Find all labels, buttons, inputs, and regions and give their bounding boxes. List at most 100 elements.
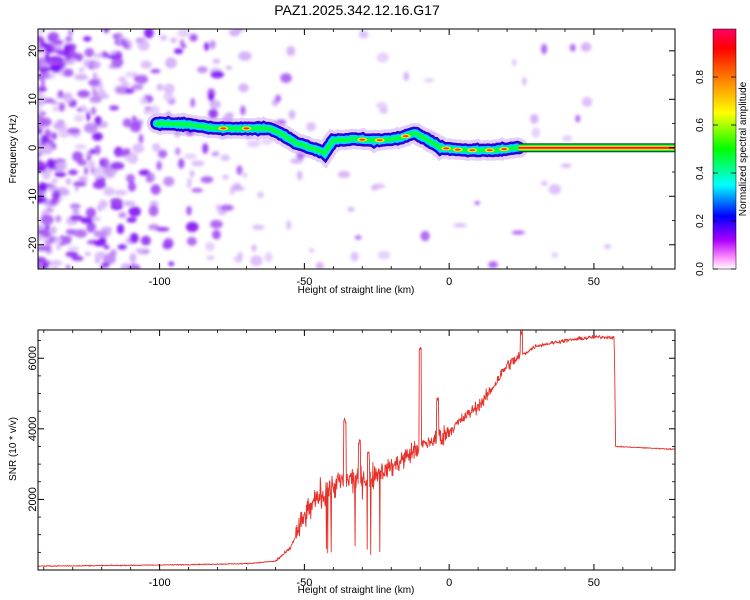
speckle: [89, 148, 96, 155]
speckle: [38, 86, 47, 93]
speckle: [286, 219, 292, 231]
speckle: [63, 68, 74, 77]
speckle: [173, 48, 184, 55]
speckle: [131, 83, 144, 91]
speckle: [140, 235, 151, 246]
speckle: [92, 53, 104, 58]
speckle: [337, 170, 350, 178]
speckle: [52, 106, 59, 112]
speckle: [87, 160, 95, 169]
colorbar-tick-label: 0.2: [695, 214, 706, 228]
speckle: [286, 45, 296, 57]
speckle: [114, 189, 128, 196]
speckle: [103, 29, 110, 34]
speckle: [48, 64, 63, 72]
speckle: [38, 114, 43, 120]
speckle: [581, 96, 593, 108]
speckle: [128, 206, 141, 217]
speckle: [94, 145, 101, 155]
speckle: [118, 212, 127, 218]
x-tick-label: 0: [446, 276, 452, 288]
speckle: [264, 252, 273, 263]
x-tick-label: -50: [296, 276, 312, 288]
speckle: [177, 29, 191, 38]
speckle: [117, 244, 127, 250]
speckle: [250, 255, 263, 267]
speckle: [124, 153, 136, 163]
speckle: [65, 264, 71, 269]
speckle: [159, 34, 168, 41]
snr-x-label: Height of straight line (km): [298, 585, 415, 596]
speckle: [156, 160, 162, 171]
speckle: [98, 178, 105, 184]
speckle: [308, 248, 315, 253]
speckle: [80, 217, 93, 224]
speckle: [560, 163, 572, 168]
colorbar-gradient: [712, 28, 737, 270]
spectrogram-x-label: Height of straight line (km): [298, 285, 415, 296]
speckle: [185, 221, 199, 233]
speckle: [168, 261, 175, 267]
speckle: [67, 246, 80, 251]
speckle: [125, 175, 131, 180]
speckle: [191, 160, 205, 167]
speckle: [155, 226, 170, 232]
x-tick-label: -100: [149, 577, 171, 589]
snr-series-line: [38, 330, 675, 567]
speckle: [38, 152, 41, 158]
speckle: [94, 115, 102, 126]
speckle: [186, 205, 192, 216]
speckle: [548, 184, 561, 195]
y-tick-label: -10: [27, 188, 39, 204]
speckle: [238, 51, 252, 61]
speckle: [275, 94, 282, 103]
speckle: [94, 251, 107, 259]
speckle: [512, 59, 517, 66]
speckle: [38, 245, 49, 252]
speckle: [103, 186, 115, 196]
speckle: [54, 49, 66, 54]
speckle: [118, 76, 127, 83]
colorbar-label: Normalized spectral amplitude: [738, 81, 749, 216]
speckle: [84, 251, 91, 257]
speckle: [65, 36, 73, 42]
x-tick-label: -50: [296, 577, 312, 589]
speckle: [183, 153, 197, 160]
speckle: [137, 39, 150, 51]
speckle: [38, 136, 42, 144]
speckle: [225, 65, 233, 70]
speckle: [210, 219, 223, 229]
speckle: [68, 169, 78, 176]
speckle: [165, 57, 177, 69]
speckle: [97, 81, 103, 93]
speckle: [47, 184, 58, 192]
speckle: [41, 262, 47, 268]
speckle: [69, 214, 84, 222]
speckle: [129, 232, 139, 244]
colorbar-tick-label: 0.0: [695, 262, 706, 276]
snr-y-label: SNR (10 * v/v): [8, 417, 19, 481]
speckle: [85, 207, 96, 219]
colorbar-tick-label: 0.6: [695, 118, 706, 132]
speckle: [55, 215, 62, 223]
speckle: [257, 191, 264, 199]
speckle: [100, 264, 105, 269]
speckle: [315, 262, 324, 269]
speckle: [69, 204, 81, 209]
speckle: [206, 255, 215, 260]
speckle: [122, 118, 132, 128]
speckle: [135, 248, 146, 253]
speckle: [57, 189, 70, 196]
speckle: [347, 206, 355, 212]
speckle: [90, 167, 95, 174]
speckle: [74, 73, 89, 81]
speckle: [140, 60, 152, 69]
speckle: [109, 105, 120, 111]
x-tick-label: 0: [446, 577, 452, 589]
speckle: [237, 251, 243, 263]
ridge-hotspot-core: [454, 148, 461, 151]
speckle: [43, 239, 56, 244]
speckle: [92, 132, 103, 141]
speckle: [61, 235, 72, 245]
